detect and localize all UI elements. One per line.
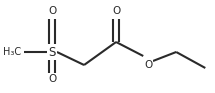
Text: O: O xyxy=(48,6,56,16)
Text: O: O xyxy=(144,60,152,70)
Text: O: O xyxy=(112,6,120,16)
Text: S: S xyxy=(48,45,56,58)
Text: O: O xyxy=(48,74,56,84)
Text: H₃C: H₃C xyxy=(3,47,21,57)
